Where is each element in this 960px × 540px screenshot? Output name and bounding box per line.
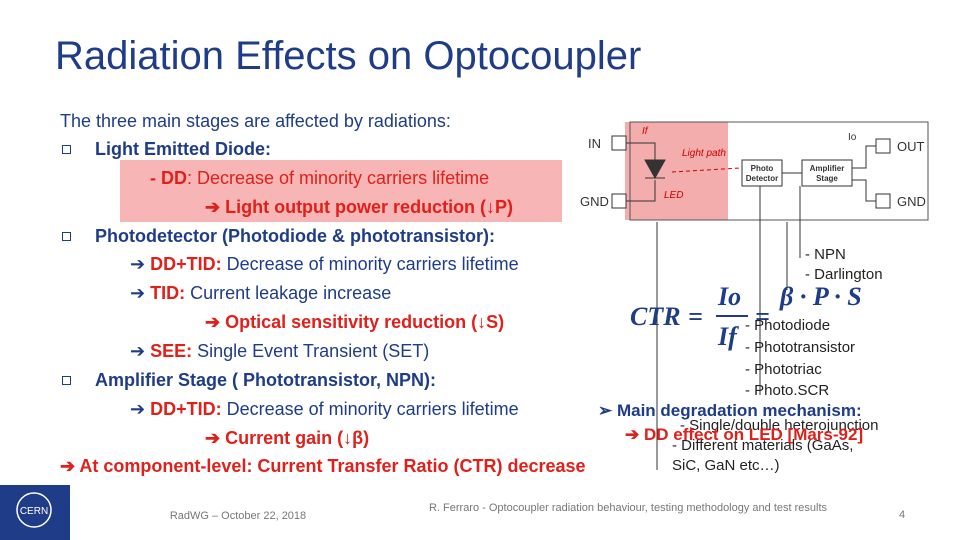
line: ➔ DD+TID: Decrease of minority carriers …	[130, 254, 519, 274]
text: Light output power reduction (↓P)	[225, 197, 514, 217]
logo	[16, 492, 52, 528]
label: Photo	[751, 164, 774, 173]
page-number: 4	[899, 509, 905, 521]
line: ➔ Current gain (↓β)	[205, 428, 370, 448]
label: OUT	[897, 139, 925, 154]
bullet	[62, 232, 71, 241]
heading: Photodetector (Photodiode & phototransis…	[95, 226, 495, 246]
text: DD effect on LED [Mars-92]	[644, 425, 863, 444]
highlight	[120, 160, 562, 222]
wire	[626, 142, 656, 202]
bullet	[62, 376, 71, 385]
title: Radiation Effects on Optocoupler	[55, 34, 642, 78]
label: Amplifier	[810, 164, 845, 173]
text: : Decrease of minority carriers lifetime	[187, 168, 490, 188]
label: Stage	[816, 174, 838, 183]
footer-citation: R. Ferraro - Optocoupler radiation behav…	[429, 502, 828, 514]
conclusion: ➔ At component-level: Current Transfer R…	[60, 456, 586, 476]
label: DD+TID:	[150, 399, 222, 419]
led-symbol	[644, 159, 666, 180]
text: Decrease of minority carriers lifetime	[221, 399, 519, 419]
formula: Io	[717, 282, 741, 311]
text: Current gain (↓β)	[225, 428, 370, 448]
label: GND	[580, 194, 609, 209]
note: - Single/double heterojunction	[680, 417, 878, 434]
text: Single Event Transient (SET)	[192, 341, 430, 361]
line: ➔ SEE: Single Event Transient (SET)	[130, 341, 430, 361]
label: TID:	[150, 283, 186, 303]
light-path	[671, 167, 741, 173]
note: - Photo.SCR	[745, 382, 829, 399]
footer-event: RadWG – October 22, 2018	[170, 510, 306, 522]
note: - Different materials (GaAs,	[672, 437, 853, 454]
text: Main degradation mechanism:	[617, 401, 862, 420]
mechanism: ➢ Main degradation mechanism:	[598, 401, 862, 420]
line: ➔ Optical sensitivity reduction (↓S)	[205, 312, 505, 332]
led-region	[625, 122, 728, 220]
formula: CTR	[630, 302, 681, 331]
text: Decrease of minority carriers lifetime	[221, 254, 519, 274]
label: DD+TID:	[150, 254, 222, 274]
text: Optical sensitivity reduction (↓S)	[225, 312, 505, 332]
logo-block	[0, 485, 70, 540]
note: - NPN	[805, 246, 846, 263]
pin	[875, 138, 891, 154]
formula: β · P · S	[779, 282, 862, 311]
line: ➔ Light output power reduction (↓P)	[205, 197, 514, 217]
formula: If	[717, 322, 739, 351]
note: - Darlington	[805, 266, 883, 283]
formula: =	[755, 302, 770, 331]
wire	[782, 145, 876, 202]
label: GND	[897, 194, 926, 209]
line: ➔ TID: Current leakage increase	[130, 283, 392, 303]
box	[741, 159, 783, 187]
text: At component-level: Current Transfer Rat…	[79, 456, 586, 476]
intro: The three main stages are affected by ra…	[60, 111, 451, 131]
label: Io	[848, 132, 857, 143]
note: - Phototransistor	[745, 339, 855, 356]
logo-text: CERN	[20, 506, 48, 517]
package	[629, 121, 929, 221]
note: - Phototriac	[745, 361, 822, 378]
bullet	[62, 145, 71, 154]
line: - DD: Decrease of minority carriers life…	[150, 168, 489, 189]
note: - Photodiode	[745, 317, 830, 334]
label: Light path	[682, 148, 726, 159]
pin	[611, 135, 627, 151]
pin	[875, 193, 891, 209]
box	[801, 159, 853, 187]
heading: Amplifier Stage ( Phototransistor, NPN):	[95, 370, 437, 390]
effect: ➔ DD effect on LED [Mars-92]	[625, 425, 863, 444]
formula: =	[688, 302, 703, 331]
note: SiC, GaN etc…)	[672, 457, 780, 474]
label: If	[642, 126, 649, 137]
connector	[656, 186, 801, 470]
label: Detector	[746, 174, 778, 183]
line: ➔ DD+TID: Decrease of minority carriers …	[130, 399, 519, 419]
heading: Light Emitted Diode:	[95, 139, 271, 159]
label: - DD	[150, 168, 187, 188]
label: IN	[588, 136, 601, 151]
text: Current leakage increase	[185, 283, 392, 303]
label: SEE:	[150, 341, 193, 361]
pin	[611, 193, 627, 209]
label: LED	[664, 190, 683, 201]
